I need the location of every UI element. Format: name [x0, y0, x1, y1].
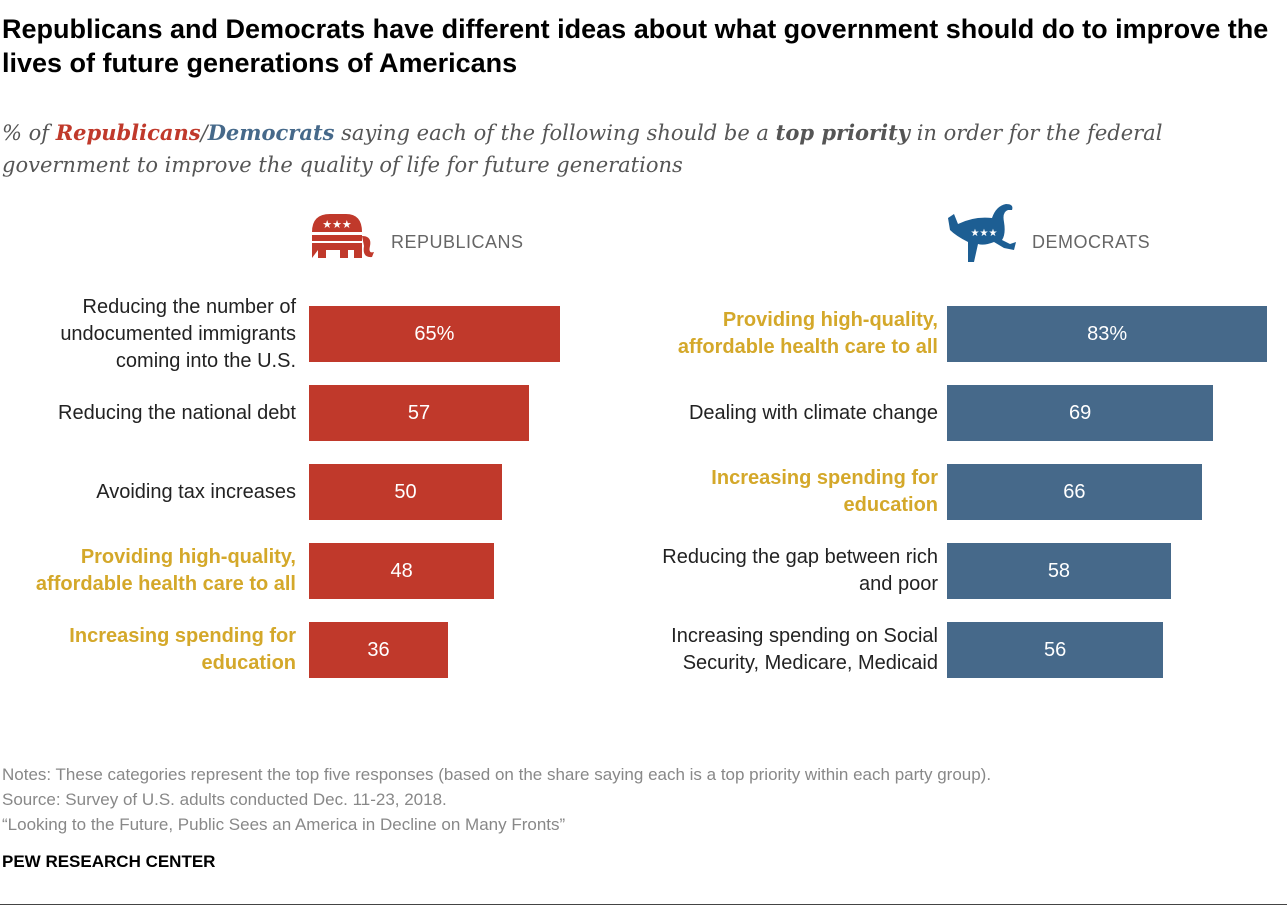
republican-category-label: Reducing the national debt: [58, 401, 296, 424]
republican-category-label: Increasing spending for education: [69, 625, 296, 674]
republican-data-label: 50: [394, 481, 417, 503]
source-text: Source: Survey of U.S. adults conducted …: [2, 790, 447, 809]
republicans-header: REPUBLICANS: [391, 232, 524, 252]
democrat-category-label: Increasing spending for education: [711, 467, 938, 516]
republican-bar: [309, 543, 495, 599]
republican-data-label: 57: [407, 402, 431, 424]
democrat-data-label: 66: [1063, 481, 1086, 503]
chart-title: Republicans and Democrats have different…: [2, 14, 1269, 78]
subtitle-text: in order for the federal government to i…: [2, 121, 1163, 177]
chart-subtitle: % of Republicans/Democrats saying each o…: [2, 117, 1272, 181]
bottom-rule: [0, 904, 1287, 905]
subtitle-top-priority: top priority: [775, 120, 911, 145]
democrat-bar: [947, 464, 1202, 520]
subtitle-democrats: Democrats: [207, 120, 335, 145]
democrat-category-label: Providing high-quality, affordable healt…: [677, 309, 938, 358]
democrat-data-label: 83%: [1087, 323, 1128, 345]
pew-logo-text: PEW RESEARCH CENTER: [2, 852, 216, 871]
svg-text:★★★: ★★★: [971, 228, 998, 239]
republican-category-label: Reducing the number of undocumented immi…: [60, 295, 296, 372]
democrat-bar: [947, 306, 1268, 362]
democrat-bar: [947, 385, 1214, 441]
republican-data-label: 48: [390, 560, 413, 582]
svg-text:★★★: ★★★: [322, 219, 352, 231]
democrat-bar: [947, 622, 1164, 678]
democrat-category-label: Increasing spending on Social Security, …: [671, 625, 938, 674]
democrats-header: DEMOCRATS: [1032, 232, 1151, 252]
note-text: Notes: These categories represent the to…: [2, 765, 992, 784]
republican-data-label: 36: [367, 639, 390, 661]
elephant-icon: ★★★: [312, 214, 374, 258]
notes: Notes: These categories represent the to…: [2, 762, 991, 837]
democrat-bar: [947, 543, 1171, 599]
democrat-data-label: 58: [1047, 560, 1071, 582]
subtitle-republicans: Republicans: [55, 120, 201, 145]
republican-bar: [309, 306, 560, 362]
report-title: “Looking to the Future, Public Sees an A…: [2, 815, 566, 834]
republican-data-label: 65%: [414, 323, 455, 345]
republican-bar: [309, 622, 448, 678]
democrat-category-label: Dealing with climate change: [688, 401, 938, 424]
subtitle-slash: /: [200, 121, 208, 145]
republican-bar: [309, 385, 530, 441]
democrat-category-label: Reducing the gap between rich and poor: [662, 546, 938, 595]
republican-bar: [309, 464, 502, 520]
subtitle-text: saying each of the following should be a: [334, 121, 776, 145]
republican-category-label: Providing high-quality, affordable healt…: [35, 546, 296, 595]
donkey-icon: ★★★: [948, 204, 1016, 262]
democrat-data-label: 69: [1069, 402, 1092, 424]
republican-category-label: Avoiding tax increases: [96, 480, 296, 503]
democrat-data-label: 56: [1043, 639, 1067, 661]
subtitle-text: % of: [2, 121, 56, 145]
